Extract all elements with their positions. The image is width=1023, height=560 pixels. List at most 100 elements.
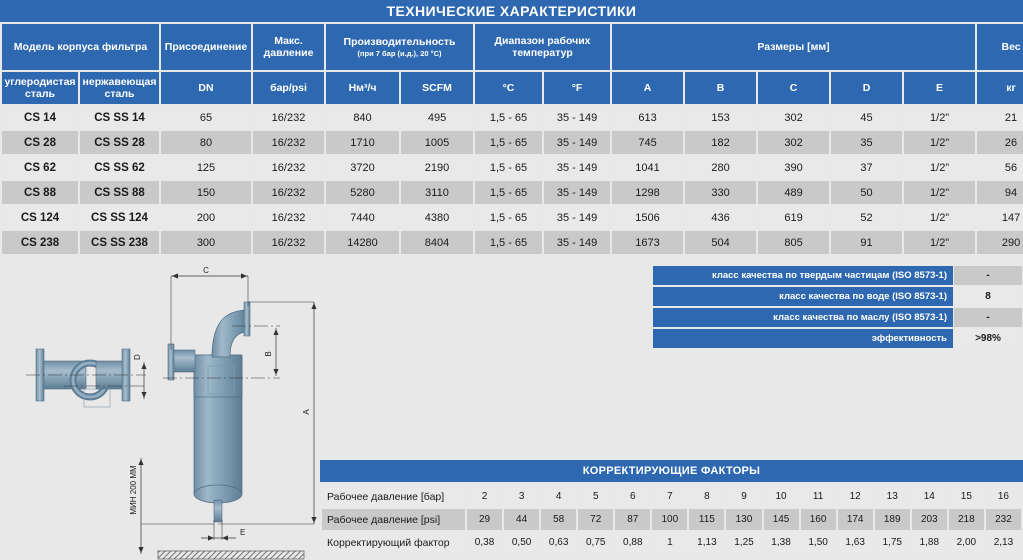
correction-factor-cell: 2,00 — [948, 532, 984, 553]
spec-cell-stainless: CS SS 124 — [80, 206, 159, 229]
header-temperature-range: Диапазон рабочих температур — [475, 24, 611, 70]
drawing-svg: D — [26, 266, 317, 560]
subheader-carbon-line2: сталь — [25, 88, 55, 100]
iso-quality-row: класс качества по твердым частицам (ISO … — [653, 266, 1022, 285]
subheader-celsius: °C — [475, 72, 543, 104]
iso-quality-row: класс качества по маслу (ISO 8573-1) - — [653, 308, 1022, 327]
spec-cell-d: 91 — [831, 231, 903, 254]
correction-factor-cell: 1,38 — [763, 532, 799, 553]
subheader-dim-d: D — [831, 72, 903, 104]
spec-cell-carbon: CS 238 — [2, 231, 78, 254]
spec-cell-bar_psi: 16/232 — [253, 131, 324, 154]
spec-group-header-row: Модель корпуса фильтра Присоединение Мак… — [2, 24, 1023, 70]
spec-cell-dn: 150 — [161, 181, 251, 204]
dim-label-c: C — [203, 266, 209, 275]
header-model: Модель корпуса фильтра — [2, 24, 159, 70]
spec-cell-stainless: CS SS 238 — [80, 231, 159, 254]
correction-factor-cell: 7 — [652, 486, 688, 507]
spec-cell-stainless: CS SS 88 — [80, 181, 159, 204]
spec-cell-d: 45 — [831, 106, 903, 129]
correction-factor-cell: 130 — [726, 509, 762, 530]
correction-factor-row: Корректирующий фактор 0,38 0,50 0,63 0,75 0,8… — [322, 532, 1021, 553]
spec-cell-dn: 65 — [161, 106, 251, 129]
spec-cell-stainless: CS SS 62 — [80, 156, 159, 179]
iso-quality-label: эффективность — [653, 329, 953, 348]
spec-cell-a: 1041 — [612, 156, 684, 179]
subheader-stainless-line2: сталь — [104, 88, 135, 100]
spec-cell-nm3h: 1710 — [326, 131, 399, 154]
dim-label-b: B — [264, 351, 273, 356]
correction-factor-cell: 145 — [763, 509, 799, 530]
correction-factor-cell: 4 — [541, 486, 577, 507]
subheader-kg: кг — [977, 72, 1023, 104]
correction-factor-cell: 13 — [874, 486, 910, 507]
spec-cell-stainless: CS SS 28 — [80, 131, 159, 154]
spec-cell-d: 35 — [831, 131, 903, 154]
correction-factor-cell: 1,50 — [800, 532, 836, 553]
table-row: CS 62 CS SS 62 125 16/232 3720 2190 1,5 - 65 35… — [2, 156, 1023, 179]
correction-factor-cell: 2,13 — [985, 532, 1021, 553]
subheader-fahrenheit: °F — [544, 72, 611, 104]
spec-cell-a: 1506 — [612, 206, 684, 229]
correction-factor-cell: 100 — [652, 509, 688, 530]
correction-factors-title: КОРРЕКТИРУЮЩИЕ ФАКТОРЫ — [320, 460, 1023, 482]
correction-factor-cell: 1,13 — [689, 532, 725, 553]
spec-cell-c: 1,5 - 65 — [475, 131, 543, 154]
spec-cell-cdim: 805 — [758, 231, 830, 254]
subheader-carbon-line1: углеродистая — [4, 75, 76, 88]
spec-cell-c: 1,5 - 65 — [475, 106, 543, 129]
spec-cell-cdim: 302 — [758, 131, 830, 154]
correction-factors-section: КОРРЕКТИРУЮЩИЕ ФАКТОРЫ Рабочее давление … — [320, 460, 1023, 555]
correction-factor-cell: 72 — [578, 509, 614, 530]
correction-factor-row-label: Рабочее давление [бар] — [322, 486, 465, 507]
spec-cell-bar_psi: 16/232 — [253, 156, 324, 179]
correction-factor-cell: 14 — [911, 486, 947, 507]
correction-factor-cell: 0,38 — [467, 532, 503, 553]
spec-cell-a: 1673 — [612, 231, 684, 254]
correction-factor-cell: 0,88 — [615, 532, 651, 553]
correction-factor-cell: 5 — [578, 486, 614, 507]
spec-cell-a: 613 — [612, 106, 684, 129]
correction-factor-cell: 232 — [985, 509, 1021, 530]
correction-factor-cell: 0,63 — [541, 532, 577, 553]
spec-cell-kg: 21 — [977, 106, 1023, 129]
spec-cell-carbon: CS 62 — [2, 156, 78, 179]
subheader-scfm: SCFM — [401, 72, 474, 104]
correction-factor-cell: 0,75 — [578, 532, 614, 553]
header-capacity-note: (при 7 бар (и.д.), 20 °C) — [357, 48, 442, 58]
spec-cell-kg: 94 — [977, 181, 1023, 204]
spec-cell-dn: 125 — [161, 156, 251, 179]
spec-cell-e: 1/2” — [904, 131, 976, 154]
spec-cell-scfm: 8404 — [401, 231, 474, 254]
correction-factor-cell: 15 — [948, 486, 984, 507]
spec-cell-f: 35 - 149 — [544, 156, 611, 179]
header-weight: Вес — [977, 24, 1023, 70]
table-row: CS 124 CS SS 124 200 16/232 7440 4380 1,5 - 65… — [2, 206, 1023, 229]
correction-factor-cell: 11 — [800, 486, 836, 507]
correction-factor-cell: 189 — [874, 509, 910, 530]
correction-factor-row-label: Корректирующий фактор — [322, 532, 465, 553]
iso-quality-label: класс качества по воде (ISO 8573-1) — [653, 287, 953, 306]
spec-cell-scfm: 2190 — [401, 156, 474, 179]
spec-cell-e: 1/2” — [904, 156, 976, 179]
dim-label-d: D — [133, 354, 142, 360]
spec-cell-e: 1/2” — [904, 181, 976, 204]
iso-quality-label: класс качества по твердым частицам (ISO … — [653, 266, 953, 285]
dim-label-a: A — [302, 409, 311, 415]
spec-cell-carbon: CS 14 — [2, 106, 78, 129]
header-capacity-label: Производительность — [343, 35, 456, 48]
spec-cell-d: 50 — [831, 181, 903, 204]
spec-cell-nm3h: 14280 — [326, 231, 399, 254]
iso-quality-value: - — [954, 266, 1022, 285]
spec-cell-c: 1,5 - 65 — [475, 181, 543, 204]
correction-factor-cell: 44 — [504, 509, 540, 530]
correction-factor-cell: 87 — [615, 509, 651, 530]
header-connection: Присоединение — [161, 24, 251, 70]
subheader-dim-e: E — [904, 72, 976, 104]
subheader-dim-b: B — [685, 72, 757, 104]
spec-cell-cdim: 619 — [758, 206, 830, 229]
spec-cell-b: 153 — [685, 106, 757, 129]
correction-factor-cell: 1 — [652, 532, 688, 553]
subheader-stainless-line1: нержавеющая — [82, 75, 157, 88]
